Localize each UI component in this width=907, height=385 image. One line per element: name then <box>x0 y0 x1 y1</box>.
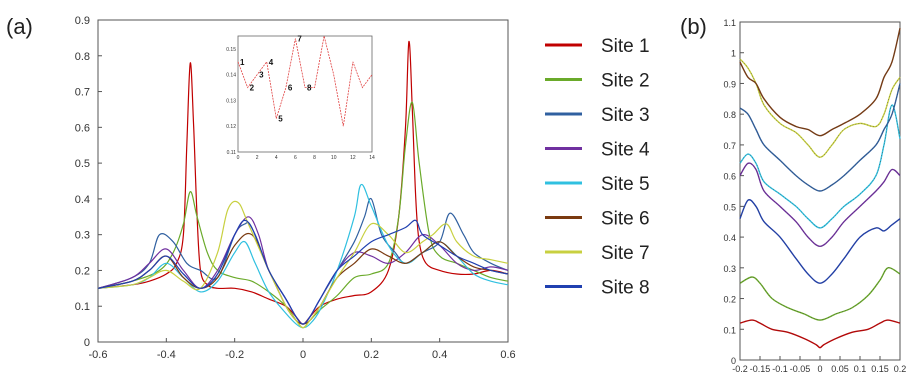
profile-line-3 <box>739 199 901 284</box>
panel-a: (a) -0.6 -0.4 -0.2 0 0.2 0.4 0.6 0 0.1 0.2 0.3 0.4 0… <box>6 14 516 361</box>
inset-x-tick-label: 4 <box>275 155 278 161</box>
inset-x-tick-label: 2 <box>256 155 259 161</box>
x-tick-label: 0.4 <box>432 349 447 361</box>
inset-point-label: 2 <box>250 84 255 93</box>
y-tick-label: 1.1 <box>723 18 736 28</box>
panel-b-axes: -0.2 -0.15 -0.1 -0.05 0 0.05 0.1 0.15 0.2 0 0.1 0.2… <box>723 18 906 374</box>
x-tick-label: 0.6 <box>500 349 515 361</box>
inset-x-tick-label: 0 <box>237 155 240 161</box>
inset-y-tick-label: 0.11 <box>227 150 237 156</box>
series-line-3 <box>97 197 509 325</box>
y-tick-label: 0.3 <box>75 230 90 242</box>
x-tick-label: 0.15 <box>871 364 889 374</box>
legend-label: Site 3 <box>601 105 650 126</box>
y-tick-label: 0.5 <box>723 202 736 212</box>
y-tick-label: 0.6 <box>75 122 90 134</box>
x-tick-label: -0.2 <box>732 364 748 374</box>
x-tick-label: -0.4 <box>157 349 176 361</box>
series-line-5 <box>97 183 509 329</box>
profile-line-dots-3 <box>739 199 901 284</box>
y-tick-label: 1 <box>731 49 736 59</box>
panel-b-series <box>739 27 901 349</box>
y-tick-label: 0.2 <box>75 265 90 277</box>
profile-line-5 <box>739 104 901 229</box>
panel-b: (b) -0.2 -0.15 -0.1 -0.05 0 0.05 0.1 0.15 0.2 0 0.… <box>680 14 906 374</box>
y-tick-label: 0 <box>731 356 736 366</box>
x-tick-label: 0 <box>817 364 822 374</box>
legend-label: Site 5 <box>601 174 650 195</box>
y-tick-label: 0.4 <box>723 233 736 243</box>
legend-label: Site 7 <box>601 243 650 264</box>
inset-line <box>237 35 373 127</box>
x-tick-label: -0.6 <box>89 349 108 361</box>
y-tick-label: 0.9 <box>75 15 90 27</box>
profile-line-dots-8 <box>739 28 901 136</box>
x-tick-label: -0.1 <box>772 364 788 374</box>
inset-x-tick-label: 8 <box>313 155 316 161</box>
y-tick-label: 0.1 <box>723 325 736 335</box>
profile-line-dots-5 <box>739 104 901 229</box>
x-tick-label: -0.05 <box>790 364 811 374</box>
profile-line-1 <box>739 319 901 349</box>
x-tick-label: 0 <box>300 349 306 361</box>
profile-line-6 <box>739 83 901 192</box>
panel-a-series <box>97 40 509 329</box>
x-tick-label: 0.2 <box>364 349 379 361</box>
y-tick-label: 0.6 <box>723 172 736 182</box>
y-tick-label: 0 <box>84 337 90 349</box>
inset-x-tick-label: 14 <box>369 155 375 161</box>
profile-line-8 <box>739 27 901 137</box>
inset-point-label: 7 <box>297 35 302 44</box>
y-tick-label: 0.9 <box>723 79 736 89</box>
inset-frame <box>237 35 373 153</box>
profile-line-2 <box>739 267 901 321</box>
y-tick-label: 0.2 <box>723 295 736 305</box>
y-tick-label: 0.5 <box>75 158 90 170</box>
profile-line-dots-2 <box>739 267 901 321</box>
inset-x-tick-label: 6 <box>294 155 297 161</box>
inset-y-tick-label: 0.15 <box>226 47 236 53</box>
legend-label: Site 1 <box>601 36 650 57</box>
legend-label: Site 4 <box>601 140 650 161</box>
y-tick-label: 0.8 <box>75 51 90 63</box>
series-line-6 <box>97 232 509 325</box>
series-line-7 <box>97 200 509 329</box>
series-line-8 <box>97 219 509 325</box>
legend-label: Site 2 <box>601 71 650 92</box>
panel-a-label: (a) <box>6 14 33 39</box>
inset-point-label: 5 <box>278 114 283 123</box>
x-tick-label: 0.1 <box>854 364 867 374</box>
inset-x-tick-label: 12 <box>350 155 356 161</box>
legend: Site 1 Site 2 Site 3 Site 4 Site 5 Site 6 Site… <box>545 36 650 299</box>
y-tick-label: 0.7 <box>723 141 736 151</box>
inset-point-label: 4 <box>269 58 274 67</box>
x-tick-label: -0.15 <box>750 364 771 374</box>
panel-b-label: (b) <box>680 14 707 39</box>
y-tick-label: 0.1 <box>75 301 90 313</box>
inset-point-label: 6 <box>288 84 293 93</box>
inset-point-label: 1 <box>240 58 245 67</box>
legend-label: Site 6 <box>601 209 650 230</box>
inset-y-tick-label: 0.14 <box>226 73 236 79</box>
y-tick-label: 0.4 <box>75 194 90 206</box>
legend-label: Site 8 <box>601 278 650 299</box>
profile-line-7 <box>739 58 901 158</box>
y-tick-label: 0.7 <box>75 87 90 99</box>
inset-y-tick-label: 0.13 <box>226 98 236 104</box>
x-tick-label: 0.05 <box>831 364 849 374</box>
inset-x-tick-label: 10 <box>331 155 337 161</box>
profile-line-dots-1 <box>739 319 901 348</box>
inset-point-label: 3 <box>259 71 264 80</box>
profile-line-dots-7 <box>739 58 901 158</box>
x-tick-label: -0.2 <box>225 349 244 361</box>
inset-point-label: 8 <box>307 84 312 93</box>
panel-a-axes: -0.6 -0.4 -0.2 0 0.2 0.4 0.6 0 0.1 0.2 0.3 0.4 0.5 0.… <box>75 15 516 361</box>
y-tick-label: 0.8 <box>723 110 736 120</box>
inset-y-tick-label: 0.12 <box>226 124 236 130</box>
x-tick-label: 0.2 <box>894 364 907 374</box>
profile-line-dots-4 <box>739 162 901 247</box>
y-tick-label: 0.3 <box>723 264 736 274</box>
